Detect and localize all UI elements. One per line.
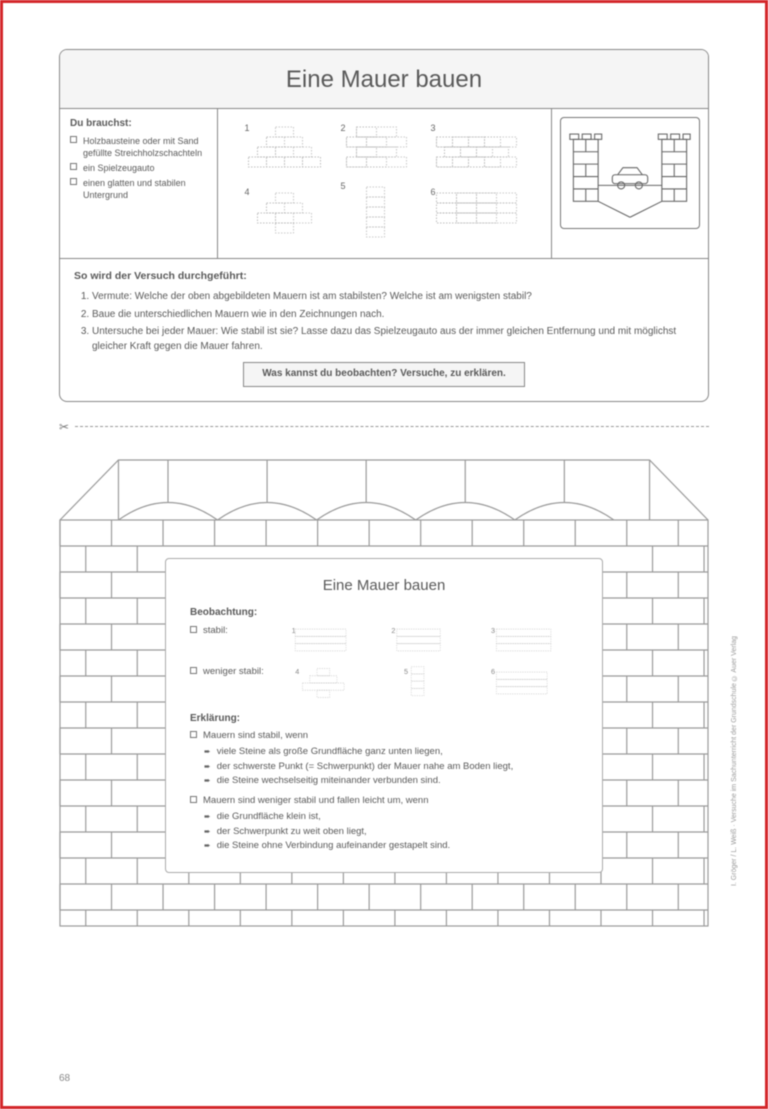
exp-heading: Erklärung: [190, 712, 578, 727]
card2-title: Eine Mauer bauen [190, 575, 578, 597]
wall-diagrams-svg: 1 2 3 4 5 6 [226, 117, 543, 245]
scissors-icon: ✂ [59, 420, 69, 434]
procedure-steps: Vermute: Welche der oben abgebildeten Ma… [74, 290, 694, 354]
obs-row: stabil: 123 [190, 624, 578, 661]
exp-item: der schwerste Punkt (= Schwerpunkt) der … [204, 760, 578, 774]
exp-group-lead: Mauern sind stabil, wenn [190, 729, 578, 743]
diag-label: 1 [245, 123, 250, 133]
answer-card-wrap: Eine Mauer bauen Beobachtung: stabil: 12… [59, 450, 709, 928]
exp-item: die Steine ohne Verbindung aufeinander g… [204, 839, 578, 853]
step: Vermute: Welche der oben abgebildeten Ma… [92, 290, 694, 305]
exp-item: die Steine wechselseitig miteinander ver… [204, 774, 578, 788]
svg-text:1: 1 [292, 626, 296, 635]
obs-sketch-stable: 1 2 3 [288, 624, 578, 656]
car-wall-illustration [560, 117, 700, 229]
obs-row: weniger stabil: 456 [190, 665, 578, 706]
illustration-column [552, 109, 708, 258]
materials-column: Du brauchst: Holzbausteine oder mit Sand… [60, 109, 218, 258]
diag-label: 6 [431, 187, 436, 197]
exp-item: viele Steine als große Grundfläche ganz … [204, 745, 578, 759]
need-item: ein Spielzeugauto [70, 162, 209, 174]
need-item: Holzbausteine oder mit Sand gefüllte Str… [70, 135, 209, 159]
card1-materials-row: Du brauchst: Holzbausteine oder mit Sand… [60, 109, 708, 259]
side-credit: I. Gröger / L. Weiß · Versuche im Sachun… [730, 636, 739, 886]
answer-card: Eine Mauer bauen Beobachtung: stabil: 12… [165, 558, 603, 873]
observation-callout: Was kannst du beobachten? Versuche, zu e… [243, 362, 525, 387]
svg-text:2: 2 [391, 626, 395, 635]
svg-text:3: 3 [491, 626, 495, 635]
need-item: einen glatten und stabilen Untergrund [70, 177, 209, 201]
card1-title: Eine Mauer bauen [60, 50, 708, 109]
svg-text:4: 4 [295, 667, 299, 676]
step: Baue die unterschiedlichen Mauern wie in… [92, 308, 694, 323]
diag-label: 2 [341, 123, 346, 133]
cut-line: ✂ [59, 420, 709, 434]
worksheet-card-top: Eine Mauer bauen Du brauchst: Holzbauste… [59, 49, 709, 402]
step: Untersuche bei jeder Mauer: Wie stabil i… [92, 325, 694, 354]
svg-text:5: 5 [404, 667, 408, 676]
obs-sketch-unstable: 4 5 6 [288, 665, 578, 701]
exp-item: der Schwerpunkt zu weit oben liegt, [204, 825, 578, 839]
svg-text:6: 6 [491, 667, 495, 676]
obs-heading: Beobachtung: [190, 606, 578, 621]
page-number: 68 [59, 1073, 70, 1084]
need-heading: Du brauchst: [70, 117, 209, 131]
diag-label: 3 [431, 123, 436, 133]
procedure-section: So wird der Versuch durchgeführt: Vermut… [60, 259, 708, 401]
diag-label: 5 [341, 181, 346, 191]
exp-group-lead: Mauern sind weniger stabil und fallen le… [190, 794, 578, 808]
exp-item: die Grundfläche klein ist, [204, 810, 578, 824]
procedure-heading: So wird der Versuch durchgeführt: [74, 269, 694, 284]
diag-label: 4 [245, 187, 250, 197]
wall-diagrams-column: 1 2 3 4 5 6 [218, 109, 552, 258]
